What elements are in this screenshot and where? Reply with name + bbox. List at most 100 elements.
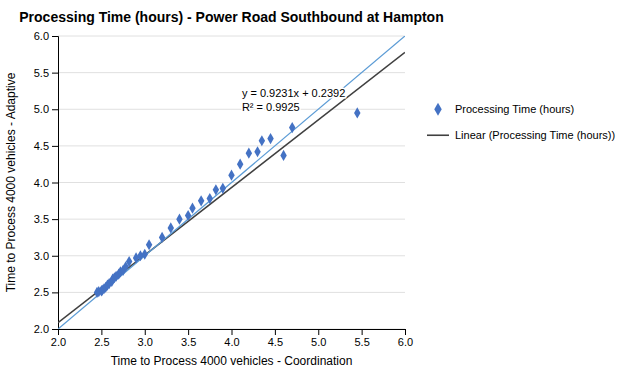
tick-label: 6.0 xyxy=(398,336,413,348)
tick-mark xyxy=(318,329,319,335)
tick-label: 3.5 xyxy=(181,336,196,348)
point xyxy=(289,122,295,133)
annotation-line: y = 0.9231x + 0.2392 xyxy=(242,87,345,99)
tick-label: 3.5 xyxy=(34,213,49,225)
tick: 2.5 xyxy=(94,329,109,348)
tick-mark xyxy=(52,329,58,330)
plot: 2.0 2.5 3.0 3.5 4.0 4.5 5.0 5.5 6.0 2.0 2.5 3.0 3.5 4… xyxy=(34,30,413,348)
point xyxy=(185,210,191,221)
legend-swatch xyxy=(434,103,441,116)
point xyxy=(142,249,148,260)
annotation: y = 0.9231x + 0.2392 R² = 0.9925 xyxy=(242,87,345,113)
tick: 4.0 xyxy=(224,329,239,348)
point xyxy=(220,183,226,194)
grid-line xyxy=(58,255,405,256)
grid xyxy=(58,36,405,329)
tick-mark xyxy=(145,329,146,335)
grid-line xyxy=(58,36,405,37)
tick-label: 2.0 xyxy=(51,336,66,348)
tick-label: 4.5 xyxy=(34,140,49,152)
annotation-line: R² = 0.9925 xyxy=(242,101,300,113)
tick: 2.0 xyxy=(51,329,66,348)
x-axis-title: Time to Process 4000 vehicles - Coordina… xyxy=(111,354,353,368)
legend-label: Linear (Processing Time (hours)) xyxy=(455,129,615,141)
point xyxy=(237,159,243,170)
tick-mark xyxy=(52,146,58,147)
axis-line xyxy=(59,330,406,336)
tick: 3.5 xyxy=(181,329,196,348)
tick-mark xyxy=(362,329,363,335)
axis-line xyxy=(52,37,59,330)
tick-mark xyxy=(275,329,276,335)
tick: 3.0 xyxy=(138,329,153,348)
tick-mark xyxy=(101,329,102,335)
point xyxy=(246,148,252,159)
point xyxy=(254,146,260,157)
y-axis-title: Time to Process 4000 vehicles - Adaptive xyxy=(4,72,18,292)
point xyxy=(189,203,195,214)
tick: 6.0 xyxy=(398,329,413,348)
grid-line xyxy=(58,145,405,146)
tick-label: 3.0 xyxy=(34,250,49,262)
reference-line xyxy=(58,36,405,329)
point xyxy=(126,256,132,267)
tick: 3.5 xyxy=(34,213,58,225)
point xyxy=(267,133,273,144)
point xyxy=(159,232,165,243)
legend-item: Linear (Processing Time (hours)) xyxy=(427,129,615,141)
tick-label: 2.5 xyxy=(94,336,109,348)
tick-label: 4.0 xyxy=(224,336,239,348)
tick: 4.5 xyxy=(34,140,58,152)
tick: 4.5 xyxy=(268,329,283,348)
tick: 5.0 xyxy=(311,329,326,348)
grid-line xyxy=(58,292,405,293)
tick-label: 3.0 xyxy=(138,336,153,348)
tick-mark xyxy=(52,36,58,37)
tick-label: 6.0 xyxy=(34,30,49,42)
chart: 2.0 2.5 3.0 3.5 4.0 4.5 5.0 5.5 6.0 2.0 2.5 3.0 3.5 4… xyxy=(0,0,620,373)
tick-mark xyxy=(188,329,189,335)
tick-label: 5.0 xyxy=(34,103,49,115)
point xyxy=(198,195,204,206)
tick-mark xyxy=(405,329,406,335)
point xyxy=(213,184,219,195)
tick: 5.0 xyxy=(34,103,58,115)
legend-swatch xyxy=(427,134,449,136)
point xyxy=(176,214,182,225)
tick-mark xyxy=(52,73,58,74)
legend-item: Processing Time (hours) xyxy=(434,103,574,116)
tick-label: 5.0 xyxy=(311,336,326,348)
grid-line xyxy=(58,72,405,73)
tick-mark xyxy=(52,292,58,293)
tick: 5.5 xyxy=(34,67,58,79)
point xyxy=(168,222,174,233)
legend-label: Processing Time (hours) xyxy=(455,103,574,115)
trend-line xyxy=(58,52,405,322)
x-axis: 2.0 2.5 3.0 3.5 4.0 4.5 5.0 5.5 6.0 xyxy=(51,329,413,348)
tick-label: 5.5 xyxy=(354,336,369,348)
marks xyxy=(58,36,405,329)
tick: 2.0 xyxy=(34,323,58,335)
tick-label: 4.5 xyxy=(268,336,283,348)
point xyxy=(146,239,152,250)
point xyxy=(207,193,213,204)
point xyxy=(280,150,286,161)
grid-line xyxy=(58,219,405,220)
tick-mark xyxy=(232,329,233,335)
legend: Processing Time (hours) Linear (Processin… xyxy=(427,103,615,141)
tick-label: 4.0 xyxy=(34,177,49,189)
tick-label: 2.5 xyxy=(34,286,49,298)
point xyxy=(228,170,234,181)
tick-mark xyxy=(52,256,58,257)
tick: 2.5 xyxy=(34,286,58,298)
tick: 6.0 xyxy=(34,30,58,42)
tick: 4.0 xyxy=(34,177,58,189)
tick-mark xyxy=(52,183,58,184)
grid-line xyxy=(58,109,405,110)
tick-label: 2.0 xyxy=(34,323,49,335)
tick: 5.5 xyxy=(354,329,369,348)
y-axis: 2.0 2.5 3.0 3.5 4.0 4.5 5.0 5.5 6.0 xyxy=(34,30,59,335)
tick-mark xyxy=(52,219,58,220)
tick-mark xyxy=(52,109,58,110)
tick-label: 5.5 xyxy=(34,67,49,79)
